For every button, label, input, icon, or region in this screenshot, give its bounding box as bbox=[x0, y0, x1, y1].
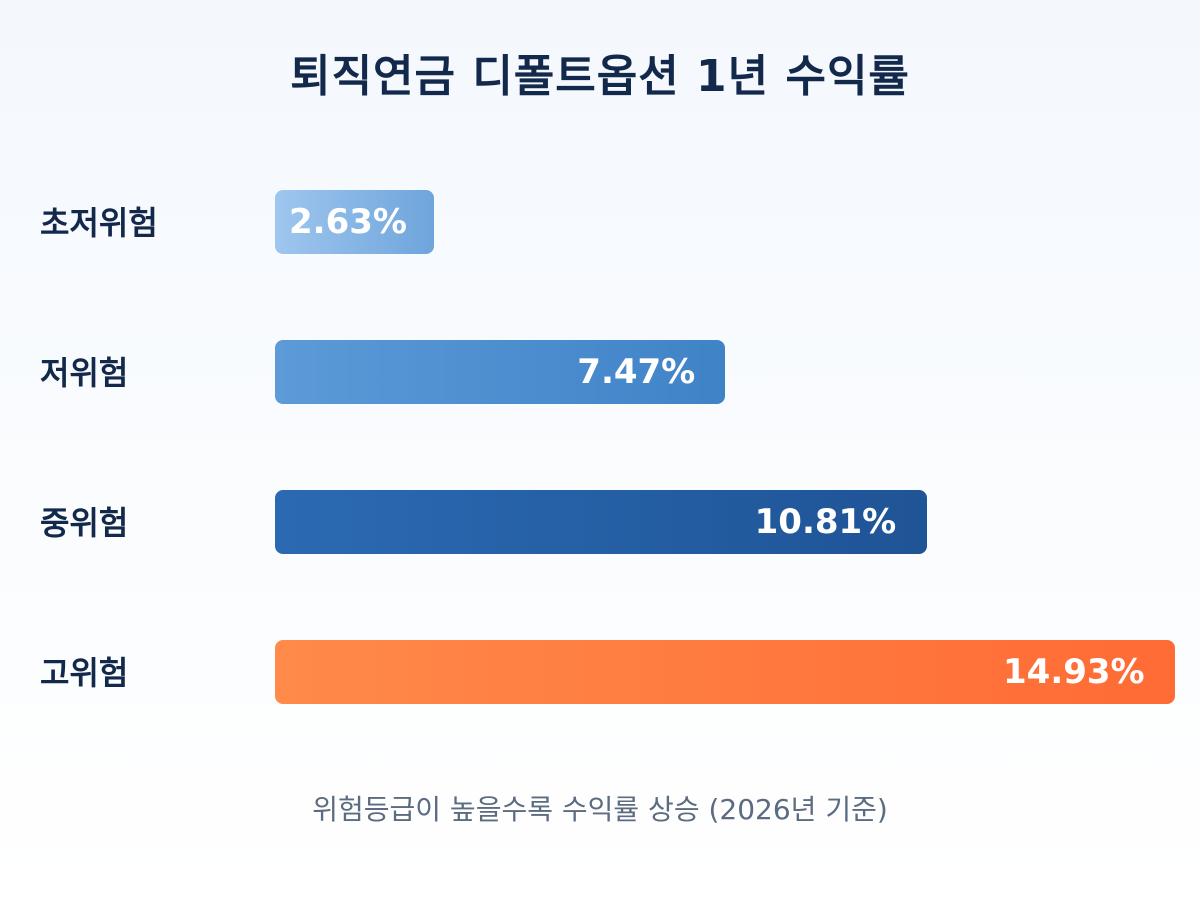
chart-title: 퇴직연금 디폴트옵션 1년 수익률 bbox=[290, 51, 910, 102]
bar bbox=[275, 640, 1175, 704]
bar bbox=[275, 490, 927, 554]
category-label: 중위험 bbox=[40, 504, 129, 542]
bar bbox=[275, 340, 726, 404]
bar-row: 초저위험 2.63% bbox=[0, 190, 1200, 254]
chart-footnote: 위험등급이 높을수록 수익률 상승 (2026년 기준) bbox=[312, 793, 888, 826]
category-label: 고위험 bbox=[40, 654, 129, 692]
bar bbox=[275, 190, 434, 254]
category-label: 저위험 bbox=[40, 354, 129, 392]
value-label: 7.47% bbox=[577, 352, 696, 392]
value-label: 10.81% bbox=[754, 502, 897, 542]
bar-row: 중위험 10.81% bbox=[0, 490, 1200, 554]
bar-row: 고위험 14.93% bbox=[0, 640, 1200, 704]
category-label: 초저위험 bbox=[40, 204, 158, 242]
value-label: 14.93% bbox=[1003, 652, 1145, 692]
value-label: 2.63% bbox=[289, 202, 407, 242]
bar-row: 저위험 7.47% bbox=[0, 340, 1200, 404]
